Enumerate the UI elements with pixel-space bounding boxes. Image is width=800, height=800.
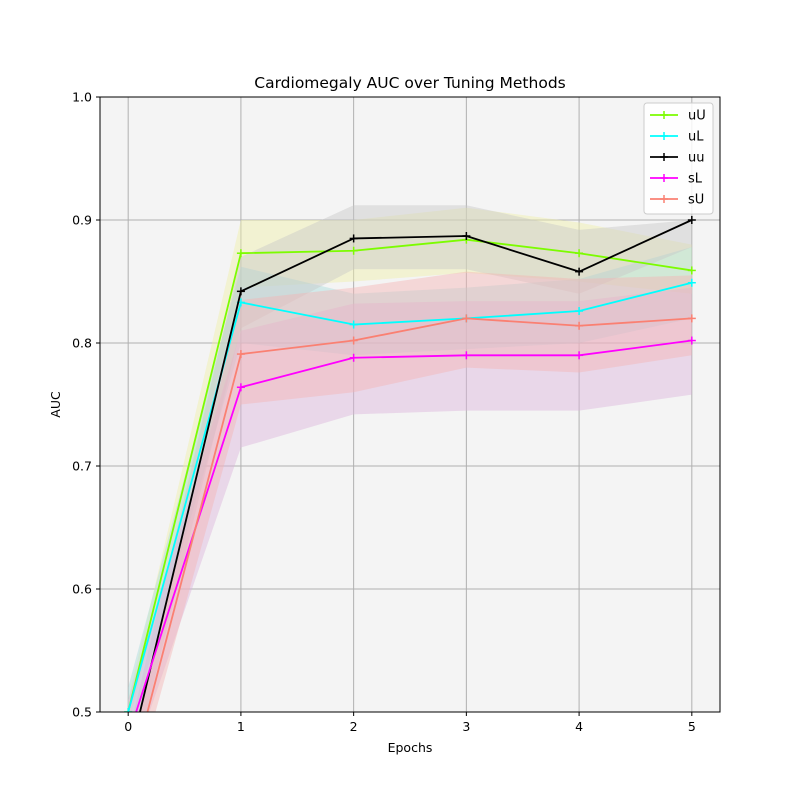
line-su (146, 317, 692, 712)
y-tick-label: 0.8 (72, 336, 92, 351)
legend-label: uL (688, 130, 704, 145)
line-uu (127, 238, 692, 712)
x-tick-label: 0 (124, 719, 132, 734)
band-sl (128, 287, 692, 712)
y-tick-label: 0.5 (72, 705, 92, 720)
band-su (140, 271, 692, 712)
x-tick-label: 2 (350, 719, 358, 734)
x-tick-label: 5 (688, 719, 696, 734)
legend-entry-ul: uL (650, 130, 704, 145)
point-su (462, 314, 471, 323)
point-ul (349, 320, 358, 329)
point-uu (687, 266, 696, 275)
point-uu (462, 231, 471, 240)
point-su (236, 350, 245, 359)
chart-title: Cardiomegaly AUC over Tuning Methods (254, 74, 565, 92)
band-uu (128, 207, 692, 712)
point-sl (575, 351, 584, 360)
grid (100, 96, 720, 713)
legend-entry-uu: uu (650, 151, 704, 166)
legend: uU uL uu sL sU (643, 102, 714, 215)
y-tick-label: 0.6 (72, 582, 92, 597)
x-tick-label: 3 (462, 719, 470, 734)
band-ul (128, 247, 692, 712)
y-tick-label: 1.0 (72, 90, 92, 105)
point-uu (349, 234, 358, 243)
plot-frame (99, 96, 721, 713)
point-sl (349, 353, 358, 362)
legend-entry-sl: sL (650, 172, 703, 187)
point-sl (462, 351, 471, 360)
point-sl (236, 383, 245, 392)
legend-entry-su: sU (650, 193, 704, 208)
point-ul (124, 708, 133, 712)
legend-label: uU (688, 109, 706, 124)
confidence-bands (128, 205, 692, 712)
point-su (349, 336, 358, 345)
point-ul (575, 307, 584, 316)
y-axis-label: AUC (48, 391, 63, 418)
point-uu (124, 757, 132, 765)
point-su (575, 321, 584, 330)
point-uu (349, 246, 358, 255)
point-uu (575, 249, 584, 258)
point-uu (575, 267, 584, 276)
line-uu (139, 219, 693, 712)
x-axis-ticks: 0 1 2 3 4 5 (124, 712, 696, 734)
legend-entry-uu: uU (650, 109, 706, 124)
x-tick-label: 4 (575, 719, 583, 734)
y-axis-ticks: 0.5 0.6 0.7 0.8 0.9 1.0 (72, 90, 100, 720)
point-su (124, 782, 132, 790)
y-tick-label: 0.9 (72, 213, 92, 228)
point-uu (236, 249, 245, 258)
point-uu (236, 287, 245, 296)
series-lines (124, 216, 696, 790)
point-uu (687, 216, 696, 224)
band-uu (133, 205, 692, 712)
point-ul (687, 278, 696, 287)
legend-box (643, 102, 714, 215)
point-su (687, 314, 696, 323)
legend-label: sU (688, 193, 704, 208)
legend-label: uu (688, 151, 704, 166)
y-tick-label: 0.7 (72, 459, 92, 474)
x-axis-label: Epochs (388, 740, 433, 755)
legend-label: sL (688, 172, 703, 187)
line-sl (135, 339, 692, 712)
point-sl (687, 336, 696, 345)
x-tick-label: 1 (237, 719, 245, 734)
